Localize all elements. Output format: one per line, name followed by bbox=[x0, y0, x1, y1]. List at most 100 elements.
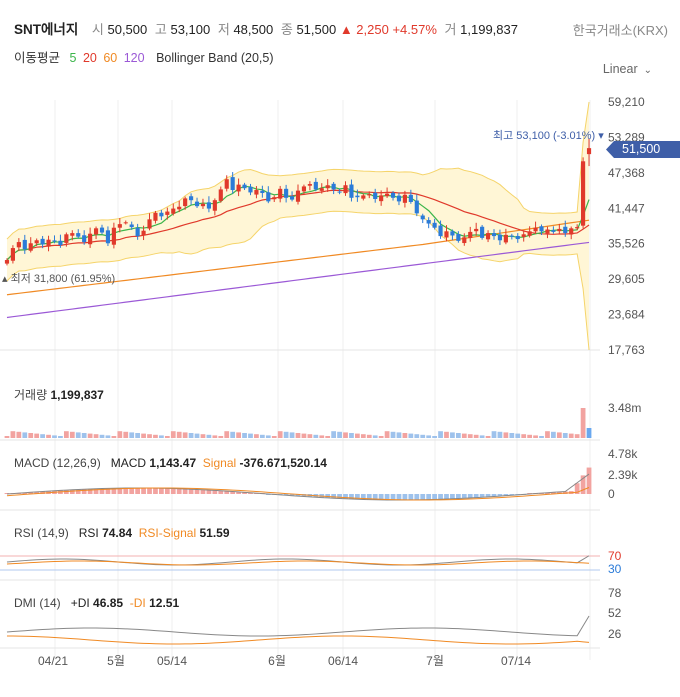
macd-histogram-bar bbox=[105, 488, 111, 494]
candle-body bbox=[569, 228, 574, 235]
candle-body bbox=[385, 193, 390, 197]
volume-bar bbox=[467, 434, 473, 438]
macd-histogram-bar bbox=[28, 492, 34, 494]
price-axis: 59,210 53,289 47,368 41,447 35,526 29,605 23,6… bbox=[608, 95, 645, 357]
bollinger-lower bbox=[6, 210, 590, 351]
date-tick-label: 6월 bbox=[268, 654, 286, 668]
rsi-30-label: 30 bbox=[608, 562, 622, 576]
volume-bar bbox=[539, 436, 544, 438]
candle-body bbox=[420, 215, 425, 220]
candle-body bbox=[272, 197, 277, 200]
ma120-legend: 120 bbox=[123, 51, 145, 65]
candle-body bbox=[331, 183, 336, 190]
candle-body bbox=[361, 195, 366, 199]
candle-body bbox=[444, 231, 449, 238]
candle-body bbox=[76, 233, 81, 237]
volume-bar bbox=[580, 408, 586, 438]
volume-axis-label: 3.48m bbox=[608, 401, 641, 415]
date-tick-label: 04/21 bbox=[38, 654, 68, 668]
candle-body bbox=[456, 234, 461, 241]
candle-body bbox=[194, 201, 200, 207]
candle-body bbox=[575, 227, 580, 229]
volume-bar bbox=[325, 436, 331, 438]
macd-axis-label: 2.39k bbox=[608, 468, 638, 482]
date-tick-label: 07/14 bbox=[501, 654, 531, 668]
macd-histogram-bar bbox=[461, 494, 467, 499]
change-value: ▲ 2,250 bbox=[339, 22, 389, 37]
change-percent: +4.57% bbox=[392, 22, 437, 37]
macd-histogram-bar bbox=[574, 483, 580, 494]
macd-histogram-bar bbox=[34, 491, 40, 494]
volume-bar bbox=[331, 431, 337, 438]
macd-histogram-bar bbox=[390, 494, 396, 500]
date-tick-label: 7월 bbox=[426, 654, 444, 668]
volume-bar bbox=[16, 431, 22, 438]
macd-histogram-bar bbox=[343, 494, 348, 499]
macd-histogram-bar bbox=[188, 489, 194, 494]
candle-body bbox=[141, 230, 146, 236]
scale-value: Linear bbox=[602, 62, 638, 76]
candle-body bbox=[260, 190, 265, 194]
mdi-line bbox=[6, 635, 590, 645]
candle-body bbox=[224, 179, 229, 189]
rsi-70-label: 70 bbox=[608, 549, 622, 563]
macd-histogram-bar bbox=[432, 494, 437, 500]
volume-bar bbox=[509, 433, 515, 438]
candle-body bbox=[218, 189, 223, 201]
candle-body bbox=[284, 188, 289, 198]
volume-bar bbox=[141, 433, 146, 438]
macd-histogram-bar bbox=[99, 488, 105, 494]
volume-bar bbox=[438, 431, 443, 438]
volume-bar bbox=[313, 434, 319, 438]
candle-body bbox=[278, 188, 283, 199]
candlesticks bbox=[4, 138, 592, 266]
volume-bar bbox=[218, 436, 224, 438]
candle-body bbox=[16, 242, 21, 248]
volume-bar bbox=[372, 435, 378, 438]
indicator-legend[interactable]: 이동평균 5 20 60 120 Bollinger Band (20,5) bbox=[14, 47, 280, 66]
candle-body bbox=[313, 181, 318, 190]
macd-value: 1,143.47 bbox=[149, 456, 197, 470]
volume-bar bbox=[123, 431, 129, 438]
macd-axis-label: 4.78k bbox=[608, 447, 638, 461]
candle-body bbox=[563, 226, 568, 234]
volume-bar bbox=[236, 432, 241, 438]
macd-panel-label: MACD (12,26,9) MACD 1,143.47 Signal -376… bbox=[14, 456, 327, 470]
candle-body bbox=[123, 222, 128, 224]
macd-histogram-bar bbox=[218, 490, 224, 494]
candle-body bbox=[295, 190, 301, 202]
scale-selector[interactable]: Linear ⌄ bbox=[603, 62, 652, 76]
volume-value: 1,199,837 bbox=[460, 22, 518, 37]
candle-body bbox=[254, 190, 259, 195]
macd-line bbox=[6, 473, 590, 501]
volume-bar bbox=[414, 434, 420, 438]
volume-bar bbox=[87, 433, 93, 438]
macd-histogram-bar bbox=[414, 494, 420, 500]
pdi-line bbox=[6, 615, 590, 637]
volume-bar bbox=[450, 432, 455, 438]
volume-bar bbox=[473, 434, 479, 438]
macd-histogram-bar bbox=[22, 492, 28, 494]
volume-bar bbox=[170, 431, 176, 438]
candle-body bbox=[40, 238, 45, 245]
high-marker-text: 최고 53,100 (-3.01%) bbox=[493, 130, 596, 142]
low-value: 48,500 bbox=[233, 22, 274, 37]
volume-panel-label: 거래량 1,199,837 bbox=[14, 386, 104, 403]
macd-histogram-bar bbox=[444, 494, 449, 500]
rsi-signal-label: RSI-Signal bbox=[138, 526, 197, 540]
volume-bar bbox=[574, 434, 580, 438]
volume-bar bbox=[188, 433, 194, 438]
bollinger-legend: Bollinger Band (20,5) bbox=[156, 51, 274, 65]
candle-body bbox=[206, 202, 211, 209]
candle-body bbox=[319, 188, 324, 191]
dmi-title: DMI (14) bbox=[14, 596, 61, 610]
volume-bar bbox=[551, 431, 556, 438]
candle-body bbox=[539, 226, 544, 232]
volume-bar bbox=[503, 432, 509, 438]
macd-histogram-bar bbox=[331, 494, 337, 499]
low-marker: ▴ 최저 31,800 (61.95%) bbox=[2, 273, 116, 285]
candle-body bbox=[515, 235, 520, 240]
candle-body bbox=[408, 194, 413, 202]
volume-bar bbox=[153, 434, 158, 438]
